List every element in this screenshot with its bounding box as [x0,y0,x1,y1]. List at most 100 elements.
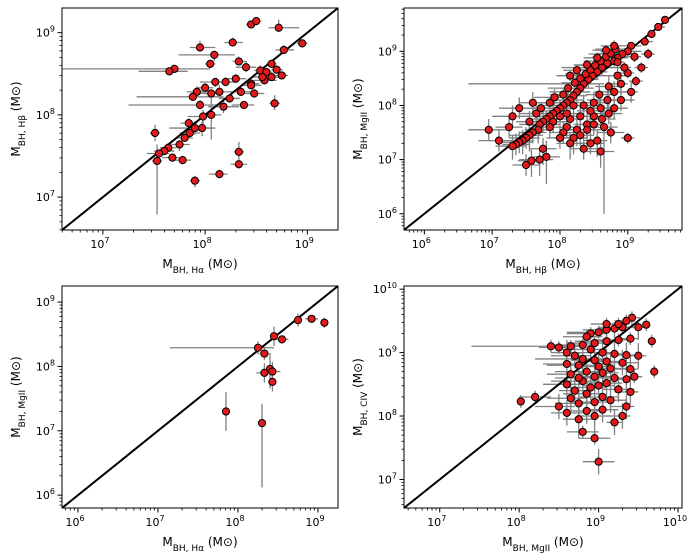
data-point [582,389,591,398]
data-point [582,60,592,69]
data-point [630,52,639,61]
data-point [606,396,615,405]
data-point [178,156,187,165]
data-point [566,370,575,379]
data-point [221,407,231,416]
x-tick-label: 109 [305,514,324,529]
data-point [594,381,603,390]
data-point [267,59,276,69]
y-tick-label: 109 [36,25,55,40]
data-point [579,101,588,110]
data-point [542,152,551,162]
data-point [604,82,613,91]
data-point [586,106,595,115]
data-point [566,71,575,80]
data-point [535,155,544,164]
data-point [219,102,228,111]
y-axis-label: MBH, Hβ (M⊙) [9,81,28,156]
y-tick-label: 109 [36,294,55,309]
data-point [626,387,635,397]
data-point [590,356,599,365]
x-axis-label: MBH, Hα (M⊙) [162,535,237,554]
data-point [610,418,619,427]
x-axis-label: MBH, Hβ (M⊙) [505,257,580,276]
data-point [572,66,582,75]
data-point [241,63,251,72]
data-point [239,100,249,110]
data-point [582,125,592,134]
data-point [591,61,600,70]
data-point [184,119,193,128]
data-point [620,63,629,72]
data-point [268,367,277,376]
data-point [590,397,599,407]
data-point [598,392,607,402]
data-point [599,123,609,132]
data-point [180,133,189,143]
data-point [528,98,537,107]
x-axis-label: MBH, MgII (M⊙) [502,535,583,554]
plot-area [62,286,338,508]
data-point [559,90,568,99]
data-point [508,112,517,121]
data-point [594,457,603,466]
y-axis-label: MBH, MgII (M⊙) [351,78,370,159]
data-point [307,314,316,323]
data-point [654,22,663,32]
y-tick-label: 108 [36,107,55,122]
data-point [195,100,205,110]
data-point [604,109,613,118]
data-point [195,43,205,52]
data-point [582,406,591,416]
data-point [650,367,659,376]
y-tick-label: 107 [36,423,55,438]
x-tick-label: 106 [65,514,84,529]
data-point [253,343,263,352]
data-point [610,373,619,383]
data-point [225,94,234,103]
data-point [566,342,575,351]
data-point [293,316,303,325]
data-point [198,112,208,121]
data-point [270,99,279,108]
data-point [630,372,639,381]
data-point [602,319,611,329]
data-point [634,323,643,332]
data-point [596,147,605,156]
data-point [258,72,267,82]
data-point [236,87,245,96]
data-point [247,81,256,90]
data-point [562,359,571,369]
data-point [215,169,224,179]
y-tick-label: 108 [378,97,397,112]
data-point [622,351,631,360]
data-point [206,59,215,69]
data-point [298,39,307,48]
data-point [211,77,220,87]
data-point [610,87,619,97]
data-point [277,335,287,344]
data-point [586,383,595,392]
data-point [576,74,585,83]
data-point [589,98,598,107]
data-point [616,95,626,105]
data-point [231,74,240,83]
data-point [234,160,243,169]
plot-area [404,8,682,230]
data-point [586,345,595,354]
data-point [188,92,197,101]
data-point [618,411,627,421]
data-point [614,335,623,345]
x-tick-label: 109 [586,514,605,529]
y-axis-label: MBH, MgII (M⊙) [9,356,28,437]
data-point [610,104,619,113]
data-point [578,354,587,364]
data-point [508,141,517,151]
data-point [210,50,219,59]
data-point [647,29,656,39]
x-tick-label: 1010 [663,514,687,529]
one-to-one-line [62,286,338,508]
data-point [613,58,622,67]
data-point [252,17,261,26]
data-point [613,71,622,80]
